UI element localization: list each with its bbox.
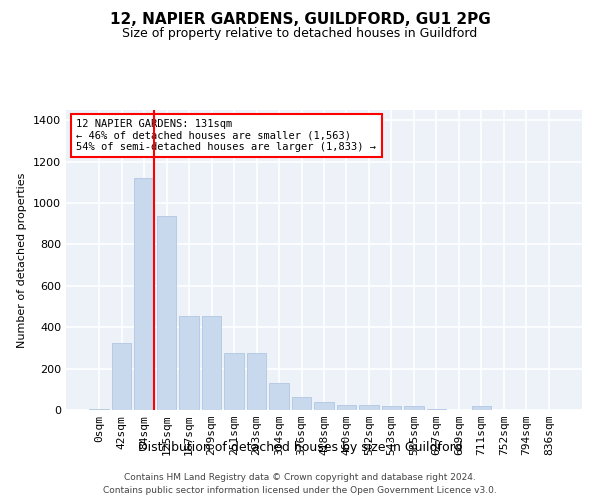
Bar [202, 316, 221, 410]
Bar [404, 406, 424, 410]
Text: 12 NAPIER GARDENS: 131sqm
← 46% of detached houses are smaller (1,563)
54% of se: 12 NAPIER GARDENS: 131sqm ← 46% of detac… [76, 119, 376, 152]
Text: Size of property relative to detached houses in Guildford: Size of property relative to detached ho… [122, 28, 478, 40]
Bar [292, 396, 311, 410]
Text: 12, NAPIER GARDENS, GUILDFORD, GU1 2PG: 12, NAPIER GARDENS, GUILDFORD, GU1 2PG [110, 12, 490, 28]
Text: Contains public sector information licensed under the Open Government Licence v3: Contains public sector information licen… [103, 486, 497, 495]
Y-axis label: Number of detached properties: Number of detached properties [17, 172, 28, 348]
Bar [247, 353, 266, 410]
Bar [89, 409, 109, 410]
Bar [472, 406, 491, 410]
Bar [382, 406, 401, 410]
Bar [134, 178, 154, 410]
Bar [337, 406, 356, 410]
Bar [157, 216, 176, 410]
Bar [269, 383, 289, 410]
Bar [112, 343, 131, 410]
Bar [179, 316, 199, 410]
Text: Distribution of detached houses by size in Guildford: Distribution of detached houses by size … [138, 441, 462, 454]
Bar [427, 409, 446, 410]
Bar [359, 406, 379, 410]
Text: Contains HM Land Registry data © Crown copyright and database right 2024.: Contains HM Land Registry data © Crown c… [124, 474, 476, 482]
Bar [224, 353, 244, 410]
Bar [314, 402, 334, 410]
